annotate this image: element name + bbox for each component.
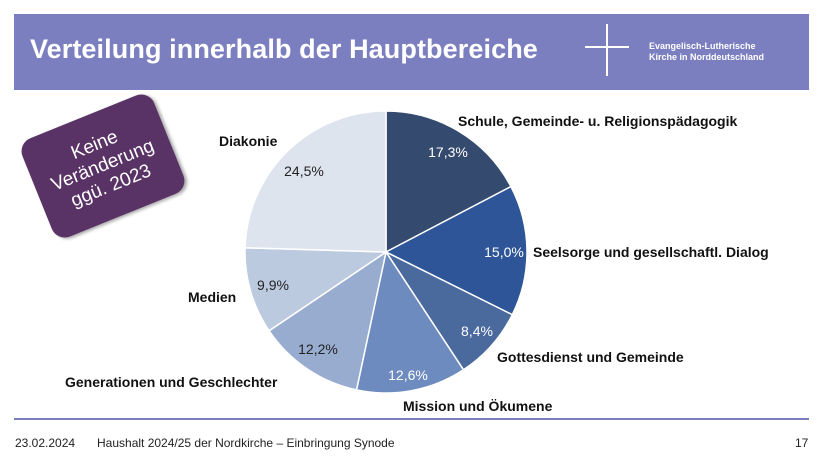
slice-value-label: 12,6%	[388, 367, 428, 383]
pie-slice	[244, 110, 387, 253]
pie-slice	[385, 110, 512, 254]
pie-slice	[384, 185, 528, 316]
pie-slice	[244, 247, 389, 332]
slice-category-label: Seelsorge und gesellschaftl. Dialog	[533, 244, 769, 260]
slice-value-label: 15,0%	[484, 244, 524, 260]
slice-value-label: 12,2%	[298, 341, 338, 357]
slice-category-label: Generationen und Geschlechter	[65, 374, 278, 390]
organization-name-line2: Kirche in Norddeutschland	[649, 52, 765, 62]
slice-category-label: Diakonie	[219, 133, 278, 149]
page-number: 17	[795, 436, 809, 450]
organization-name: Evangelisch-Lutherische Kirche in Nordde…	[649, 41, 764, 63]
slice-value-label: 24,5%	[284, 163, 324, 179]
slice-value-label: 9,9%	[257, 277, 289, 293]
footer-date: 23.02.2024	[15, 436, 76, 450]
cross-icon	[585, 24, 629, 76]
pie-slice	[268, 250, 388, 391]
slice-category-label: Medien	[188, 289, 236, 305]
organization-name-line1: Evangelisch-Lutherische	[649, 41, 756, 51]
slice-value-label: 8,4%	[461, 323, 493, 339]
slice-category-label: Mission und Ökumene	[403, 398, 553, 414]
slice-category-label: Schule, Gemeinde- u. Religionspädagogik	[458, 113, 737, 129]
title-bar: Verteilung innerhalb der Hauptbereiche E…	[14, 14, 809, 90]
footer-divider	[14, 418, 809, 420]
slice-value-label: 17,3%	[428, 144, 468, 160]
slice-category-label: Gottesdienst und Gemeinde	[497, 349, 684, 365]
slide-title: Verteilung innerhalb der Hauptbereiche	[30, 34, 538, 64]
footer-subject: Haushalt 2024/25 der Nordkirche – Einbri…	[97, 436, 395, 450]
pie-slice	[355, 250, 465, 394]
